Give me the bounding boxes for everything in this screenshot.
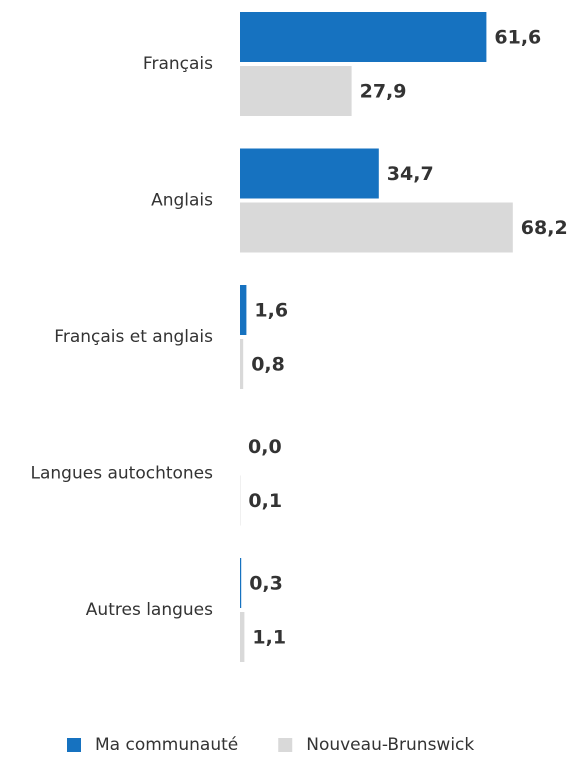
value-label: 68,2: [521, 217, 568, 239]
category-label: Autres langues: [86, 600, 213, 620]
bar: [240, 12, 486, 62]
value-label: 0,1: [248, 490, 282, 512]
value-label: 27,9: [360, 81, 407, 103]
bar: [240, 612, 244, 662]
category-label: Français et anglais: [54, 327, 213, 347]
legend-swatch: [67, 738, 81, 752]
value-label: 0,3: [249, 573, 283, 595]
value-label: 0,0: [248, 436, 282, 458]
bar: [240, 558, 241, 608]
value-label: 1,6: [254, 300, 288, 322]
legend-swatch: [278, 738, 292, 752]
bar: [240, 66, 352, 116]
category-label: Anglais: [151, 191, 213, 211]
category-label: Langues autochtones: [31, 464, 214, 484]
bar: [240, 149, 379, 199]
category-label: Français: [143, 54, 213, 74]
legend-label: Nouveau-Brunswick: [306, 735, 474, 755]
bar: [240, 203, 513, 253]
bar: [240, 339, 243, 389]
value-label: 34,7: [387, 163, 434, 185]
legend-label: Ma communauté: [95, 735, 238, 755]
bar: [240, 285, 246, 335]
value-label: 0,8: [251, 354, 285, 376]
value-label: 1,1: [252, 627, 286, 649]
value-label: 61,6: [494, 27, 541, 49]
